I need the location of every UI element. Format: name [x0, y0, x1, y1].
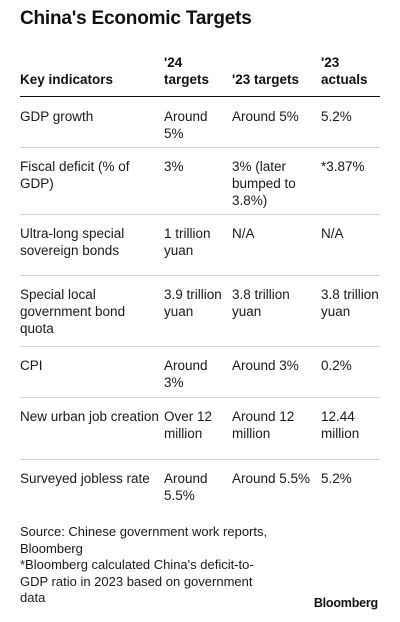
table-row: Special local government bond quota 3.9 t… [20, 275, 380, 347]
table-row: CPI Around 3% Around 3% 0.2% [20, 346, 380, 398]
table-row: Surveyed jobless rate Around 5.5% Around 5… [20, 459, 380, 511]
table-cell: Special local government bond quota [20, 287, 126, 336]
table-cell: Around 5% [232, 109, 299, 124]
table-cell: Around 5.5% [232, 471, 311, 486]
table-row: New urban job creation Over 12 million Aro… [20, 397, 380, 460]
table-cell: 3.9 trillion yuan [164, 287, 222, 319]
table-cell: Over 12 million [164, 409, 213, 441]
bloomberg-logo: Bloomberg [313, 596, 378, 610]
table-cell: Around 5.5% [164, 471, 208, 503]
table-cell: Around 3% [164, 358, 208, 390]
table-cell: 3.8 trillion yuan [321, 287, 379, 319]
chart-title: China's Economic Targets [20, 8, 252, 29]
column-header-23-targets: '23 targets [232, 72, 299, 87]
table-cell: *3.87% [321, 159, 365, 174]
table-row: Fiscal deficit (% of GDP) 3% 3% (later bum… [20, 147, 380, 215]
table-cell: N/A [232, 226, 255, 241]
source-note: Source: Chinese government work reports,… [20, 524, 280, 607]
table-cell: New urban job creation [20, 409, 159, 424]
table-cell: 1 trillion yuan [164, 226, 211, 258]
table-cell: Fiscal deficit (% of GDP) [20, 159, 130, 191]
table-cell: CPI [20, 358, 43, 373]
table-row: GDP growth Around 5% Around 5% 5.2% [20, 97, 380, 148]
table-cell: 5.2% [321, 109, 352, 124]
footnote-text: *Bloomberg calculated China's deficit-to… [20, 557, 254, 605]
table-cell: GDP growth [20, 109, 94, 124]
column-header-key-indicators: Key indicators [20, 72, 114, 87]
table-cell: 5.2% [321, 471, 352, 486]
table-cell: 3% (later bumped to 3.8%) [232, 159, 296, 208]
table-row: Ultra-long special sovereign bonds 1 tril… [20, 214, 380, 276]
table-cell: N/A [321, 226, 344, 241]
table-cell: 12.44 million [321, 409, 360, 441]
table-cell: Ultra-long special sovereign bonds [20, 226, 125, 258]
column-header-24-targets: '24 targets [164, 55, 210, 87]
table-cell: 3% [164, 159, 184, 174]
table-cell: Around 3% [232, 358, 299, 373]
table-cell: Around 5% [164, 109, 208, 141]
table-header: Key indicators '24 targets '23 targets '… [20, 52, 380, 97]
column-header-23-actuals: '23 actuals [321, 55, 368, 87]
source-text: Source: Chinese government work reports,… [20, 524, 268, 556]
table-cell: 0.2% [321, 358, 352, 373]
table-cell: Surveyed jobless rate [20, 471, 150, 486]
table-cell: Around 12 million [232, 409, 295, 441]
table-cell: 3.8 trillion yuan [232, 287, 290, 319]
